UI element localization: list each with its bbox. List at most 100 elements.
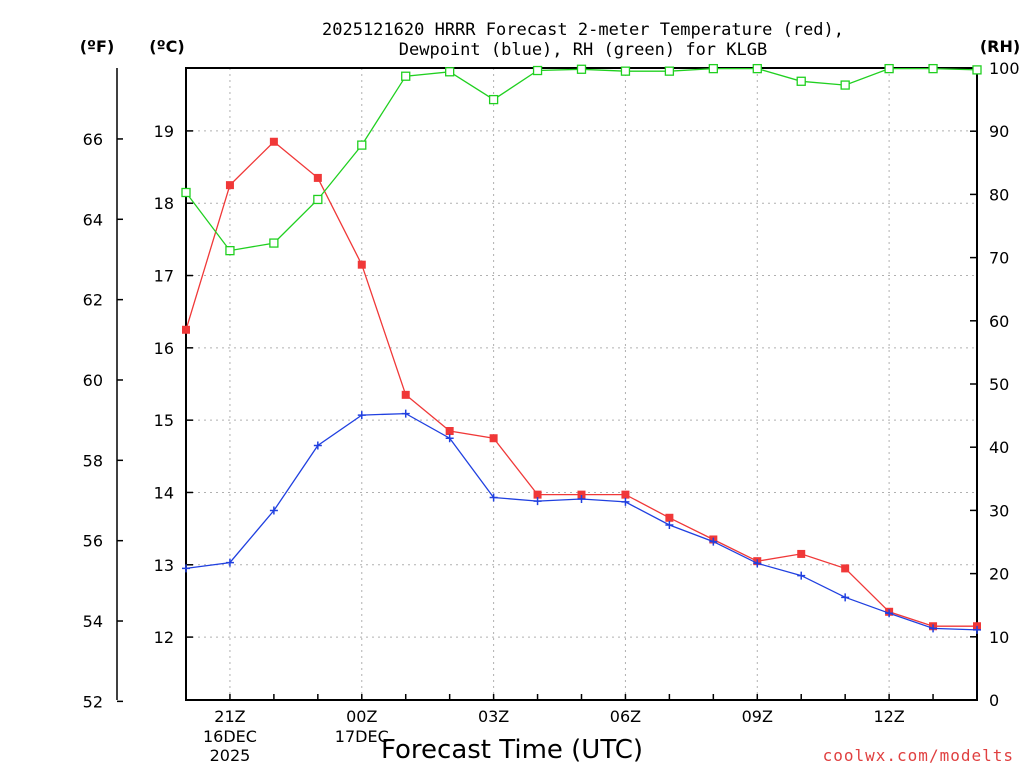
rh-tick-label: 90	[989, 122, 1009, 141]
dewpoint-point	[533, 497, 542, 506]
temperature-point	[797, 549, 806, 558]
x-tick-sublabel-date: 16DEC	[203, 727, 257, 746]
rh-point	[357, 140, 367, 150]
dewpoint-point	[577, 494, 586, 503]
rh-point	[181, 187, 191, 198]
rh-point	[488, 94, 499, 105]
temperature-point	[621, 490, 630, 499]
rh-point	[752, 63, 762, 74]
dewpoint-point	[973, 625, 981, 634]
celsius-tick-label: 15	[154, 411, 174, 430]
temperature-point	[313, 173, 322, 182]
fahrenheit-tick-label: 56	[83, 532, 103, 551]
x-tick-label: 00Z	[346, 707, 377, 726]
fahrenheit-unit-label: (ºF)	[80, 37, 115, 56]
rh-point	[972, 65, 982, 75]
temperature-point	[269, 137, 278, 146]
x-tick-sublabel-year: 2025	[210, 746, 251, 765]
chart-title-line2: Dewpoint (blue), RH (green) for KLGB	[399, 40, 767, 60]
x-axis-label: Forecast Time (UTC)	[381, 735, 643, 765]
celsius-tick-label: 17	[154, 267, 174, 286]
celsius-tick-label: 16	[154, 339, 174, 358]
dewpoint-point	[885, 609, 894, 618]
rh-tick-label: 100	[989, 59, 1020, 78]
rh-point	[796, 76, 806, 86]
data-series	[181, 63, 982, 634]
rh-point	[928, 63, 938, 74]
rh-tick-label: 0	[989, 691, 999, 710]
x-tick-label: 12Z	[873, 707, 904, 726]
rh-tick-label: 40	[989, 438, 1009, 457]
dewpoint-point	[401, 409, 410, 418]
rh-line	[185, 67, 978, 252]
axes	[116, 67, 978, 703]
rh-tick-label: 30	[989, 501, 1009, 520]
rh-point	[313, 194, 323, 205]
temperature-point	[357, 260, 366, 269]
dewpoint-point	[709, 537, 718, 546]
rh-point	[269, 238, 279, 248]
celsius-tick-label: 12	[154, 628, 174, 647]
dewpoint-point	[797, 571, 806, 580]
x-tick-label: 09Z	[742, 707, 773, 726]
fahrenheit-tick-label: 64	[83, 210, 103, 229]
rh-tick-label: 50	[989, 375, 1009, 394]
x-tick-sublabel-date: 17DEC	[335, 727, 389, 746]
dewpoint-point	[225, 558, 234, 567]
celsius-unit-label: (ºC)	[149, 37, 184, 56]
dewpoint-point	[665, 521, 674, 530]
rh-point	[708, 63, 718, 74]
rh-point	[576, 64, 587, 74]
fahrenheit-tick-label: 66	[83, 130, 103, 149]
temperature-point	[665, 513, 674, 522]
plot-frame	[185, 67, 978, 701]
dewpoint-point	[445, 434, 454, 443]
celsius-tick-label: 14	[154, 483, 174, 502]
temperature-point	[182, 325, 190, 334]
rh-point	[840, 80, 850, 90]
dewpoint-point	[753, 559, 762, 568]
credit-text: coolwx.com/modelts	[823, 746, 1014, 765]
celsius-tick-label: 13	[154, 556, 174, 575]
dewpoint-point	[489, 493, 498, 502]
rh-point	[884, 63, 894, 74]
rh-tick-label: 10	[989, 628, 1009, 647]
x-tick-label: 03Z	[478, 707, 509, 726]
rh-point	[664, 66, 675, 76]
rh-tick-label: 80	[989, 185, 1009, 204]
temperature-point	[401, 390, 410, 399]
fahrenheit-tick-label: 60	[83, 371, 103, 390]
celsius-tick-label: 19	[154, 122, 174, 141]
rh-tick-label: 70	[989, 249, 1009, 268]
dewpoint-point	[182, 564, 190, 573]
dewpoint-point	[621, 497, 630, 506]
chart-title-line1: 2025121620 HRRR Forecast 2-meter Tempera…	[322, 20, 844, 40]
x-tick-label: 06Z	[610, 707, 641, 726]
temperature-point	[445, 427, 454, 436]
rh-point	[401, 71, 411, 81]
fahrenheit-tick-label: 58	[83, 451, 103, 470]
rh-point	[620, 66, 631, 76]
celsius-tick-label: 18	[154, 194, 174, 213]
temperature-line	[185, 140, 977, 627]
rh-unit-label: (RH)	[980, 37, 1020, 56]
dewpoint-point	[929, 624, 938, 633]
rh-point	[225, 245, 235, 256]
dewpoint-point	[841, 593, 850, 602]
fahrenheit-tick-label: 62	[83, 291, 103, 310]
rh-point	[445, 67, 455, 77]
fahrenheit-tick-label: 52	[83, 692, 103, 711]
rh-tick-label: 60	[989, 312, 1009, 331]
temperature-point	[577, 490, 586, 499]
temperature-point	[533, 490, 542, 499]
rh-tick-label: 20	[989, 565, 1009, 584]
dewpoint-point	[313, 441, 322, 450]
temperature-point	[225, 181, 234, 190]
grid-lines	[186, 68, 977, 700]
dewpoint-point	[269, 506, 278, 515]
fahrenheit-tick-label: 54	[83, 612, 103, 631]
temperature-point	[489, 434, 498, 443]
rh-point	[532, 65, 543, 76]
temperature-point	[841, 564, 850, 573]
